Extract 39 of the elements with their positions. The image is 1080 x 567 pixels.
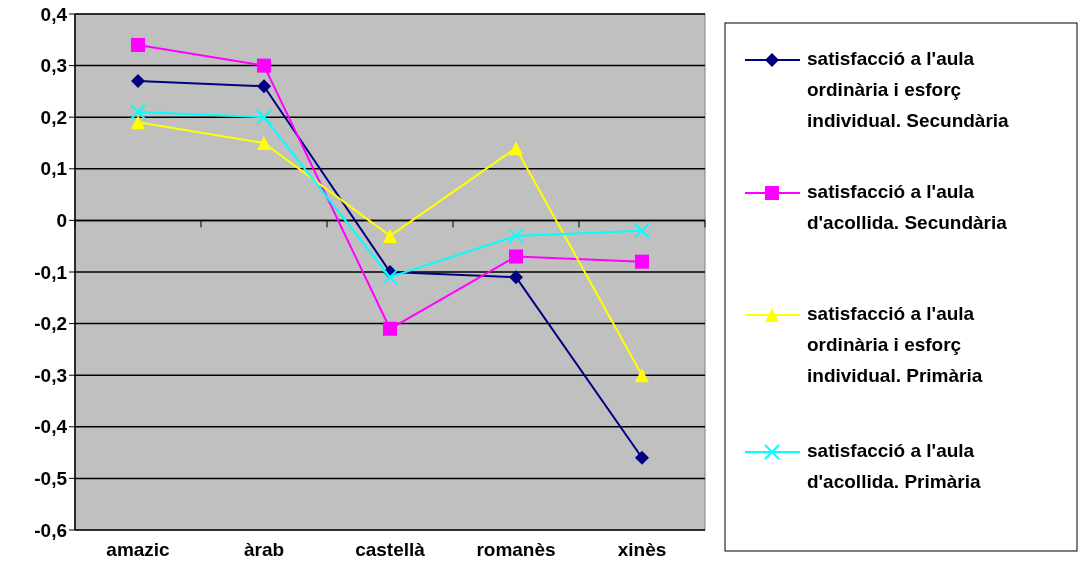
point bbox=[635, 450, 649, 465]
point bbox=[257, 136, 271, 150]
point bbox=[383, 228, 397, 243]
point bbox=[131, 37, 145, 52]
y-tick-label: -0,4 bbox=[34, 416, 68, 438]
point bbox=[131, 74, 145, 89]
y-tick-label: -0,2 bbox=[34, 313, 67, 335]
y-tick-label: 0,3 bbox=[40, 55, 67, 77]
y-tick-label: -0,6 bbox=[34, 519, 67, 541]
y-tick-label: -0,5 bbox=[34, 468, 68, 490]
point bbox=[635, 254, 649, 269]
legend-label: satisfacció a l'aula ordinària i esforç individual. Secundària bbox=[807, 47, 1010, 131]
legend-label: satisfacció a l'aula ordinària i esforç individual. Primària bbox=[807, 302, 983, 386]
legend-label: satisfacció a l'aula d'acollida. Secundària bbox=[807, 180, 1008, 233]
point bbox=[509, 249, 523, 264]
legend-label: satisfacció a l'aula d'acollida. Primària bbox=[807, 439, 981, 492]
y-tick-label: -0,1 bbox=[34, 261, 68, 283]
point bbox=[509, 141, 523, 156]
point bbox=[257, 79, 271, 94]
y-tick-label: 0 bbox=[56, 210, 67, 232]
point bbox=[635, 368, 649, 383]
x-tick-label: romanès bbox=[476, 539, 556, 560]
x-tick-label: xinès bbox=[617, 539, 667, 560]
x-tick-label: castellà bbox=[355, 539, 426, 560]
y-tick-label: -0,3 bbox=[34, 364, 67, 386]
point bbox=[131, 115, 145, 130]
y-tick-label: 0,4 bbox=[40, 3, 68, 25]
point bbox=[130, 104, 146, 121]
x-tick-label: amazic bbox=[106, 539, 171, 560]
point bbox=[382, 269, 398, 286]
point bbox=[257, 58, 271, 73]
point bbox=[256, 109, 272, 126]
y-tick-label: 0,1 bbox=[40, 158, 68, 180]
y-tick-label: 0,2 bbox=[40, 106, 67, 128]
point bbox=[508, 227, 524, 244]
x-tick-label: àrab bbox=[243, 539, 285, 560]
point bbox=[509, 270, 523, 285]
point bbox=[634, 222, 650, 239]
point bbox=[383, 321, 397, 336]
